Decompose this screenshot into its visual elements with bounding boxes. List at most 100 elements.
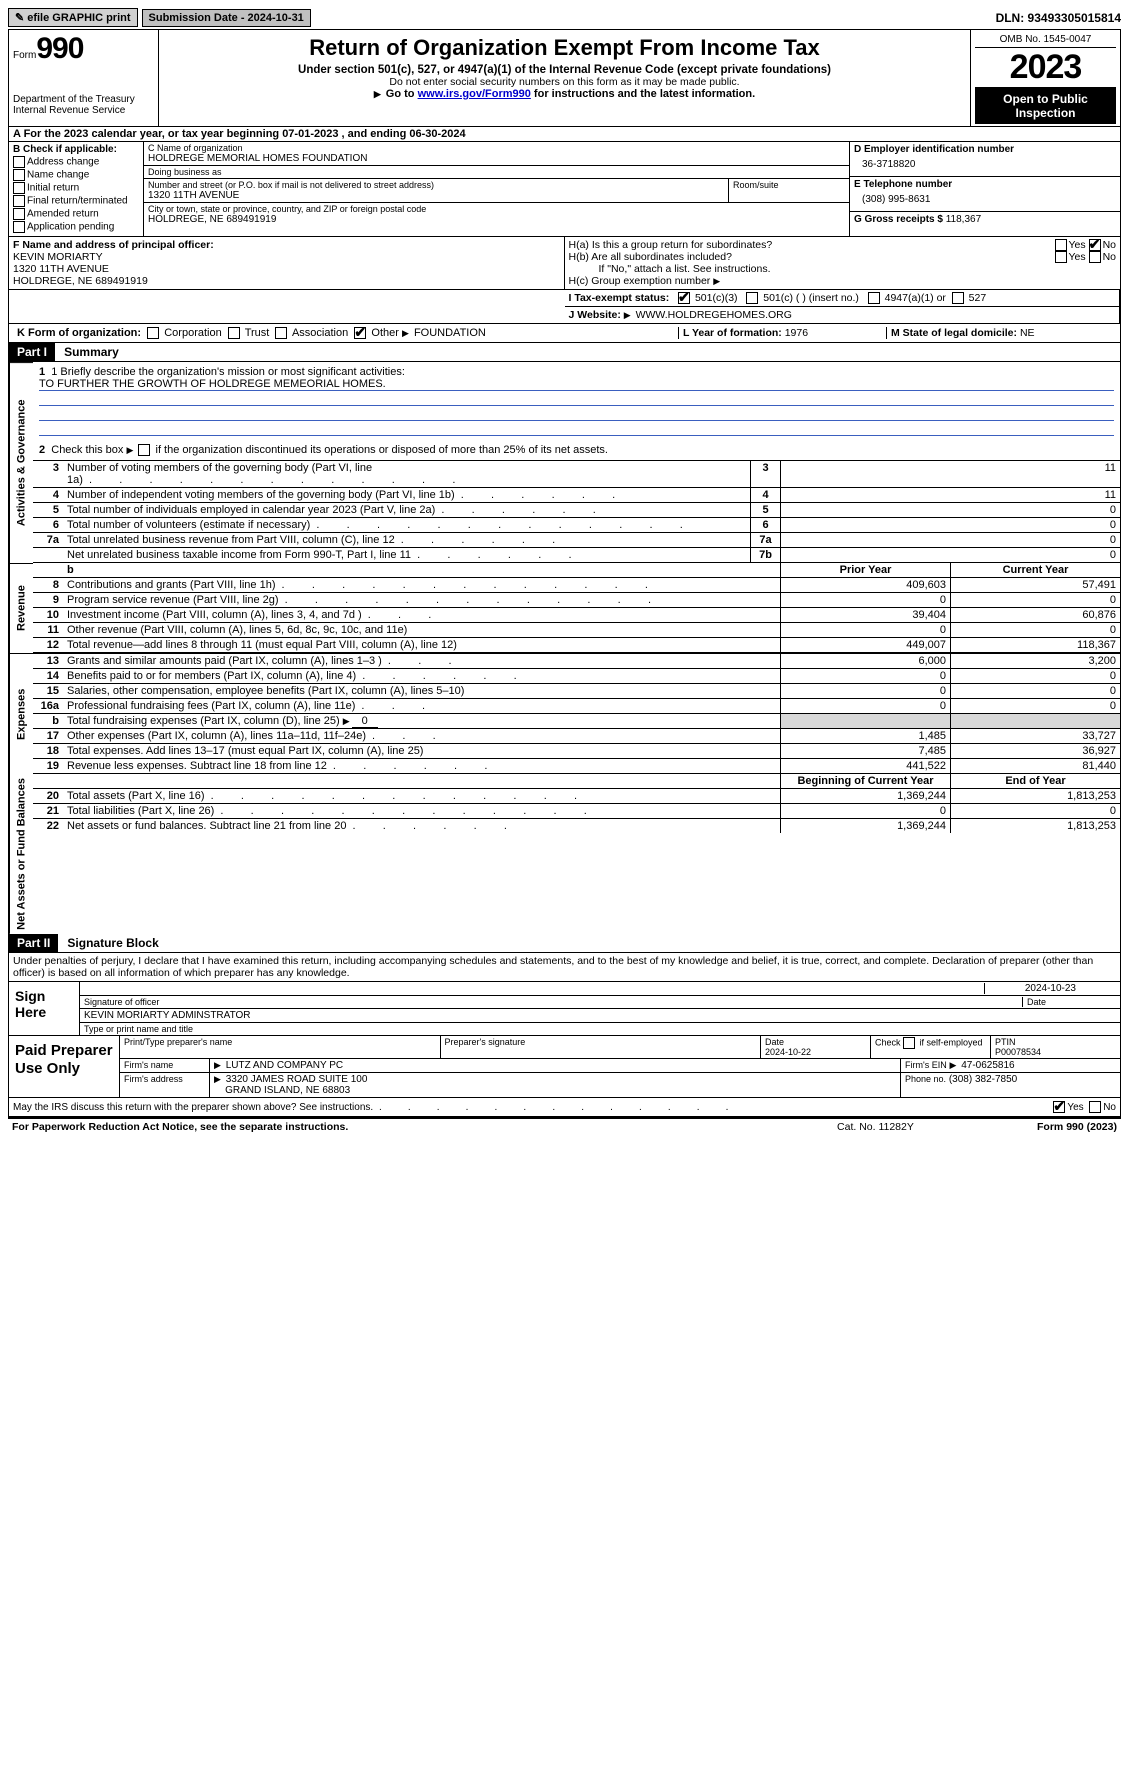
- line-text: Total unrelated business revenue from Pa…: [63, 532, 750, 547]
- netassets-vlabel: Net Assets or Fund Balances: [9, 774, 33, 934]
- line-num: [33, 547, 63, 562]
- footer-right: Form 990 (2023): [1037, 1121, 1117, 1133]
- revenue-vlabel: Revenue: [9, 563, 33, 653]
- row-i-j: I Tax-exempt status: 501(c)(3) 501(c) ( …: [9, 290, 1120, 324]
- curr-val: 3,200: [950, 653, 1120, 668]
- checkbox-assoc[interactable]: [275, 327, 287, 339]
- prior-val: 409,603: [780, 577, 950, 592]
- self-employed: Check if self-employed: [870, 1036, 990, 1059]
- street-value: 1320 11TH AVENUE: [148, 190, 724, 201]
- curr-val: 36,927: [950, 743, 1120, 758]
- line-num: 8: [33, 577, 63, 592]
- dln: DLN: 93493305015814: [996, 11, 1121, 25]
- checkbox-name-change[interactable]: [13, 169, 25, 181]
- label-amended: Amended return: [27, 209, 99, 220]
- label-527: 527: [969, 292, 987, 304]
- box-d: D Employer identification number 36-3718…: [850, 142, 1120, 236]
- checkbox-ha-yes[interactable]: [1055, 239, 1067, 251]
- form-container: Form990 Department of the Treasury Inter…: [8, 29, 1121, 1118]
- ein-value: 36-3718820: [854, 155, 1116, 174]
- grey-cell: [950, 713, 1120, 728]
- curr-val: 1,813,253: [950, 788, 1120, 803]
- checkbox-corp[interactable]: [147, 327, 159, 339]
- line-num: 18: [33, 743, 63, 758]
- line-box: 7a: [750, 532, 780, 547]
- checkbox-discontinued[interactable]: [138, 444, 150, 456]
- line-num: 4: [33, 487, 63, 502]
- checkbox-trust[interactable]: [228, 327, 240, 339]
- line-text: Total number of volunteers (estimate if …: [63, 517, 750, 532]
- checkbox-self-emp[interactable]: [903, 1037, 915, 1049]
- state-domicile: NE: [1020, 327, 1035, 339]
- curr-val: 118,367: [950, 637, 1120, 652]
- ptin-label: PTIN: [995, 1037, 1016, 1047]
- prior-val: 0: [780, 803, 950, 818]
- rule-line: [39, 421, 1114, 436]
- footer-left: For Paperwork Reduction Act Notice, see …: [12, 1121, 837, 1133]
- website-label: J Website:: [569, 309, 621, 321]
- line-num: 10: [33, 607, 63, 622]
- grey-cell: [780, 713, 950, 728]
- label-yes-2: Yes: [1069, 251, 1086, 263]
- prior-val: 1,485: [780, 728, 950, 743]
- line-val: 0: [780, 517, 1120, 532]
- line-text: Total revenue—add lines 8 through 11 (mu…: [63, 637, 750, 652]
- checkbox-527[interactable]: [952, 292, 964, 304]
- efile-print-button[interactable]: efile GRAPHIC print: [8, 8, 138, 27]
- line-num: 9: [33, 592, 63, 607]
- checkbox-4947[interactable]: [868, 292, 880, 304]
- line-text: Professional fundraising fees (Part IX, …: [63, 698, 750, 713]
- line-num: 11: [33, 622, 63, 637]
- gross-label: G Gross receipts $: [854, 214, 943, 225]
- open-inspection: Open to Public Inspection: [975, 88, 1116, 124]
- curr-val: 60,876: [950, 607, 1120, 622]
- label-yes-3: Yes: [1067, 1102, 1083, 1113]
- checkbox-hb-no[interactable]: [1089, 251, 1101, 263]
- officer-addr2: HOLDREGE, NE 689491919: [13, 275, 560, 287]
- line-box: 5: [750, 502, 780, 517]
- org-name-label: C Name of organization: [148, 143, 845, 153]
- top-toolbar: efile GRAPHIC print Submission Date - 20…: [8, 8, 1121, 27]
- irs-link[interactable]: www.irs.gov/Form990: [418, 88, 531, 100]
- officer-addr1: 1320 11TH AVENUE: [13, 263, 560, 275]
- line-text: Benefits paid to or for members (Part IX…: [63, 668, 750, 683]
- checkbox-hb-yes[interactable]: [1055, 251, 1067, 263]
- form-org-label: K Form of organization:: [17, 327, 141, 339]
- checkbox-initial[interactable]: [13, 182, 25, 194]
- ptin-value: P00078534: [995, 1047, 1041, 1057]
- line-num: 12: [33, 637, 63, 652]
- signature-block: Sign Here 2024-10-23 Signature of office…: [9, 981, 1120, 1117]
- box-b: B Check if applicable: Address change Na…: [9, 142, 144, 236]
- checkbox-irs-no[interactable]: [1089, 1101, 1101, 1113]
- form-title: Return of Organization Exempt From Incom…: [163, 35, 966, 61]
- checkbox-irs-yes[interactable]: [1053, 1101, 1065, 1113]
- checkbox-final[interactable]: [13, 195, 25, 207]
- checkbox-other[interactable]: [354, 327, 366, 339]
- may-irs-row: May the IRS discuss this return with the…: [9, 1098, 1120, 1116]
- firm-addr-label: Firm's address: [119, 1073, 209, 1097]
- prep-sig-label: Preparer's signature: [440, 1036, 761, 1059]
- curr-val: 81,440: [950, 758, 1120, 773]
- checkbox-501c[interactable]: [746, 292, 758, 304]
- checkbox-ha-no[interactable]: [1089, 239, 1101, 251]
- exp-lines: 13Grants and similar amounts paid (Part …: [33, 653, 1120, 773]
- line-text: Number of independent voting members of …: [63, 487, 750, 502]
- part1-tag: Part I: [9, 343, 55, 361]
- checkbox-amended[interactable]: [13, 208, 25, 220]
- firm-name: LUTZ AND COMPANY PC: [226, 1060, 343, 1071]
- prior-val: 0: [780, 683, 950, 698]
- checkbox-app-pending[interactable]: [13, 221, 25, 233]
- sign-here-label: Sign Here: [9, 982, 79, 1035]
- part2-header-row: Part II Signature Block: [9, 934, 1120, 953]
- hb-note: If "No," attach a list. See instructions…: [569, 263, 1117, 275]
- page-footer: For Paperwork Reduction Act Notice, see …: [8, 1118, 1121, 1135]
- checkbox-addr-change[interactable]: [13, 156, 25, 168]
- hc-label: H(c) Group exemption number: [569, 275, 711, 287]
- line-val: 11: [780, 460, 1120, 487]
- state-domicile-label: M State of legal domicile:: [891, 327, 1017, 339]
- line-num: 3: [33, 460, 63, 487]
- curr-val: 57,491: [950, 577, 1120, 592]
- rule-line: [39, 406, 1114, 421]
- checkbox-501c3[interactable]: [678, 292, 690, 304]
- arrow-icon-5: [126, 444, 135, 456]
